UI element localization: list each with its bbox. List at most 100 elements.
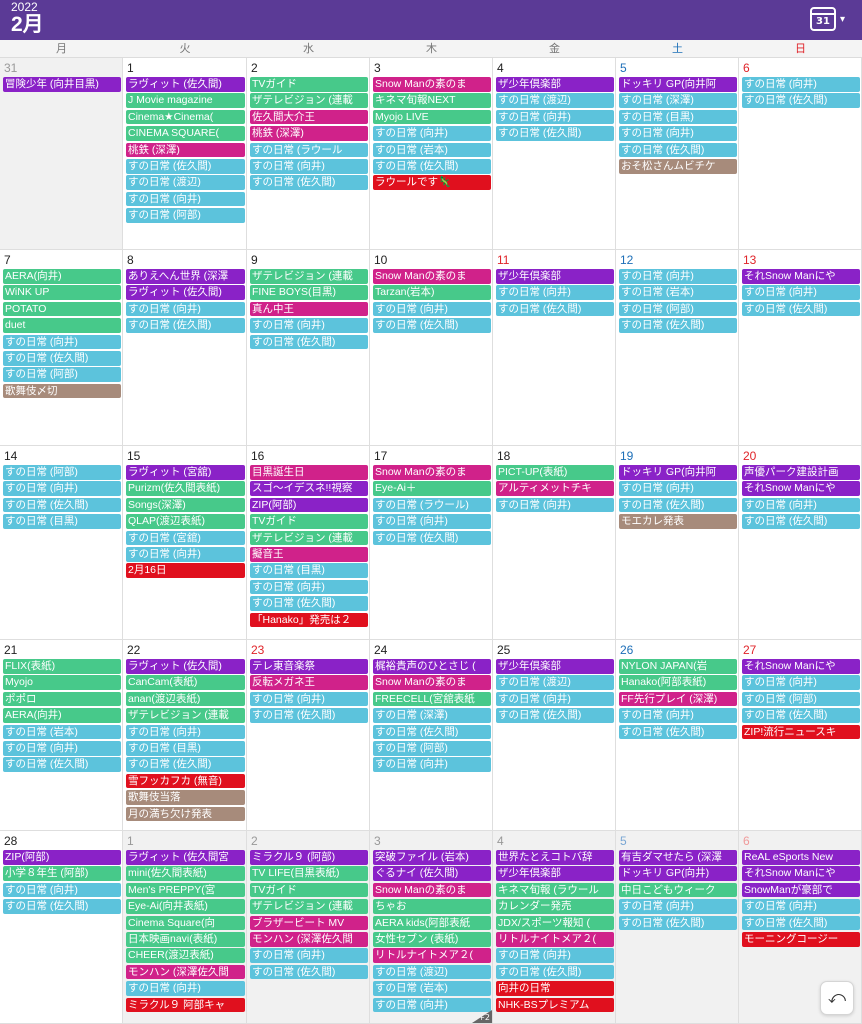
- event-chip[interactable]: TVガイド: [250, 514, 368, 529]
- day-cell[interactable]: 5 有吉ダマせたら (深澤 ドッキリ GP(向井) 中日こどもウィーク すの日常 (向井…: [616, 831, 739, 1024]
- event-chip[interactable]: すの日常 (向井): [250, 948, 368, 963]
- event-chip[interactable]: TVガイド: [250, 882, 368, 898]
- event-chip[interactable]: CHEER(渡辺表紙): [126, 948, 245, 963]
- event-chip[interactable]: すの日常 (向井): [742, 285, 860, 300]
- event-chip[interactable]: すの日常 (岩本): [619, 285, 737, 300]
- event-chip[interactable]: mini(佐久間表紙): [126, 866, 245, 881]
- event-chip[interactable]: 擬音王: [250, 547, 368, 562]
- event-chip[interactable]: 歌舞伎〆切: [3, 383, 121, 399]
- event-chip[interactable]: すの日常 (向井): [373, 997, 491, 1013]
- event-chip[interactable]: モンハン (深澤佐久間: [250, 932, 368, 947]
- event-chip[interactable]: すの日常 (渡辺): [126, 175, 245, 190]
- event-chip[interactable]: 日本映画navi(表紙): [126, 932, 245, 947]
- event-chip[interactable]: ザ少年倶楽部: [496, 866, 614, 881]
- event-chip[interactable]: Myojo LIVE: [373, 109, 491, 125]
- event-chip[interactable]: すの日常 (向井): [496, 948, 614, 963]
- event-chip[interactable]: 反転メガネ王: [250, 675, 368, 690]
- event-chip[interactable]: ラヴィット (佐久間): [126, 659, 245, 674]
- event-chip[interactable]: すの日常 (佐久間): [619, 497, 737, 513]
- event-chip[interactable]: Songs(深澤): [126, 497, 245, 513]
- event-chip[interactable]: すの日常 (目黒): [250, 563, 368, 578]
- event-chip[interactable]: 歌舞伎当落: [126, 790, 245, 805]
- day-cell[interactable]: 31 冒険少年 (向井目黒): [0, 58, 123, 250]
- event-chip[interactable]: すの日常 (向井): [3, 741, 121, 756]
- event-chip[interactable]: NHK-BSプレミアム: [496, 997, 614, 1013]
- event-chip[interactable]: TVガイド: [250, 77, 368, 92]
- event-chip[interactable]: すの日常 (深澤): [373, 708, 491, 723]
- event-chip[interactable]: ブラザービート MV: [250, 915, 368, 931]
- day-cell[interactable]: 2 ミラクル９ (阿部) TV LIFE(目黒表紙) TVガイド ザテレビジョン (連載…: [247, 831, 370, 1024]
- event-chip[interactable]: すの日常 (佐久間): [250, 334, 368, 350]
- day-cell[interactable]: 11 ザ少年倶楽部 すの日常 (向井) すの日常 (佐久間): [493, 250, 616, 446]
- event-chip[interactable]: 「Hanako」発売は２: [250, 612, 368, 628]
- event-chip[interactable]: 冒険少年 (向井目黒): [3, 77, 121, 92]
- event-chip[interactable]: ミラクル９ 阿部キャ: [126, 997, 245, 1013]
- event-chip[interactable]: スゴ〜イデスネ!!視察: [250, 481, 368, 496]
- event-chip[interactable]: 向井の日常: [496, 981, 614, 996]
- event-chip[interactable]: すの日常 (向井): [373, 126, 491, 141]
- event-chip[interactable]: すの日常 (向井): [126, 301, 245, 317]
- day-cell[interactable]: 3 Snow Manの素のま キネマ旬報NEXT Myojo LIVE すの日常 (向井…: [370, 58, 493, 250]
- chevron-down-icon[interactable]: ▾: [840, 14, 846, 25]
- event-chip[interactable]: すの日常 (佐久間): [3, 899, 121, 914]
- event-chip[interactable]: 2月16日: [126, 563, 245, 578]
- event-chip[interactable]: ZIP(阿部): [3, 850, 121, 865]
- event-chip[interactable]: すの日常 (向井): [250, 579, 368, 595]
- event-chip[interactable]: すの日常 (向井): [373, 514, 491, 529]
- event-chip[interactable]: キネマ旬報NEXT: [373, 93, 491, 108]
- event-chip[interactable]: すの日常 (深澤): [619, 93, 737, 108]
- event-chip[interactable]: ラヴィット (佐久間): [126, 77, 245, 92]
- day-cell[interactable]: 1 ラヴィット (佐久間宮 mini(佐久間表紙) Men's PREPPY(宮 Eye…: [123, 831, 247, 1024]
- event-chip[interactable]: すの日常 (向井): [496, 285, 614, 300]
- day-cell[interactable]: 1 ラヴィット (佐久間) J Movie magazine Cinema★Cinem…: [123, 58, 247, 250]
- event-chip[interactable]: すの日常 (阿部): [373, 741, 491, 756]
- event-chip[interactable]: すの日常 (向井): [619, 708, 737, 723]
- event-chip[interactable]: SnowManが豪部で: [742, 882, 860, 898]
- event-chip[interactable]: すの日常 (佐久間): [250, 708, 368, 723]
- event-chip[interactable]: すの日常 (佐久間): [250, 175, 368, 190]
- event-chip[interactable]: ドッキリ GP(向井阿: [619, 77, 737, 92]
- day-cell[interactable]: 12 すの日常 (向井) すの日常 (岩本) すの日常 (阿部) すの日常 (佐久間): [616, 250, 739, 446]
- event-chip[interactable]: すの日常 (佐久間): [3, 757, 121, 772]
- event-chip[interactable]: ミラクル９ (阿部): [250, 850, 368, 865]
- event-chip[interactable]: すの日常 (向井): [496, 691, 614, 707]
- event-chip[interactable]: すの日常 (向井): [742, 675, 860, 690]
- event-chip[interactable]: Tarzan(岩本): [373, 285, 491, 300]
- day-cell[interactable]: 5 ドッキリ GP(向井阿 すの日常 (深澤) すの日常 (目黒) すの日常 (向井) す…: [616, 58, 739, 250]
- day-cell[interactable]: 3 突破ファイル (岩本) ぐるナイ (佐久間) Snow Manの素のま ちゃお AER…: [370, 831, 493, 1024]
- event-chip[interactable]: すの日常 (岩本): [373, 981, 491, 996]
- event-chip[interactable]: すの日常 (佐久間): [373, 724, 491, 740]
- event-chip[interactable]: ザテレビジョン (連載: [250, 899, 368, 914]
- event-chip[interactable]: ドッキリ GP(向井阿: [619, 465, 737, 480]
- day-cell[interactable]: 27 それSnow Manにや すの日常 (向井) すの日常 (阿部) すの日常 (佐久…: [739, 640, 862, 831]
- event-chip[interactable]: すの日常 (向井): [373, 757, 491, 772]
- event-chip[interactable]: 突破ファイル (岩本): [373, 850, 491, 865]
- event-chip[interactable]: 佐久間大介王: [250, 109, 368, 125]
- event-chip[interactable]: FINE BOYS(目黒): [250, 285, 368, 300]
- event-chip[interactable]: ZIP!流行ニュースキ: [742, 724, 860, 740]
- event-chip[interactable]: ザテレビジョン (連載: [250, 269, 368, 284]
- event-chip[interactable]: すの日常 (向井): [373, 301, 491, 317]
- event-chip[interactable]: すの日常 (佐久間): [742, 915, 860, 931]
- event-chip[interactable]: ちゃお: [373, 899, 491, 914]
- event-chip[interactable]: すの日常 (向井): [496, 109, 614, 125]
- event-chip[interactable]: ラヴィット (佐久間宮: [126, 850, 245, 865]
- event-chip[interactable]: AERA(向井): [3, 708, 121, 723]
- event-chip[interactable]: ありえへん世界 (深澤: [126, 269, 245, 284]
- event-chip[interactable]: ザテレビジョン (連載: [250, 93, 368, 108]
- event-chip[interactable]: すの日常 (目黒): [3, 514, 121, 529]
- event-chip[interactable]: duet: [3, 318, 121, 333]
- event-chip[interactable]: ザテレビジョン (連載: [250, 530, 368, 546]
- event-chip[interactable]: 桃鉄 (深澤): [250, 126, 368, 141]
- event-chip[interactable]: すの日常 (向井): [3, 481, 121, 496]
- event-chip[interactable]: すの日常 (目黒): [619, 109, 737, 125]
- day-cell[interactable]: 14 すの日常 (阿部) すの日常 (向井) すの日常 (佐久間) すの日常 (目黒): [0, 446, 123, 640]
- day-cell[interactable]: 18 PICT-UP(表紙) アルティメットチキ すの日常 (向井): [493, 446, 616, 640]
- day-cell[interactable]: 15 ラヴィット (宮舘) Purizm(佐久間表紙) Songs(深澤) QLAP(渡…: [123, 446, 247, 640]
- event-chip[interactable]: AERA kids(阿部表紙: [373, 915, 491, 931]
- event-chip[interactable]: ぐるナイ (佐久間): [373, 866, 491, 881]
- event-chip[interactable]: すの日常 (佐久間): [496, 708, 614, 723]
- day-cell[interactable]: 16 目黒誕生日 スゴ〜イデスネ!!視察 ZIP(阿部) TVガイド ザテレビジョン (連…: [247, 446, 370, 640]
- event-chip[interactable]: ポポロ: [3, 691, 121, 707]
- event-chip[interactable]: anan(渡辺表紙): [126, 691, 245, 707]
